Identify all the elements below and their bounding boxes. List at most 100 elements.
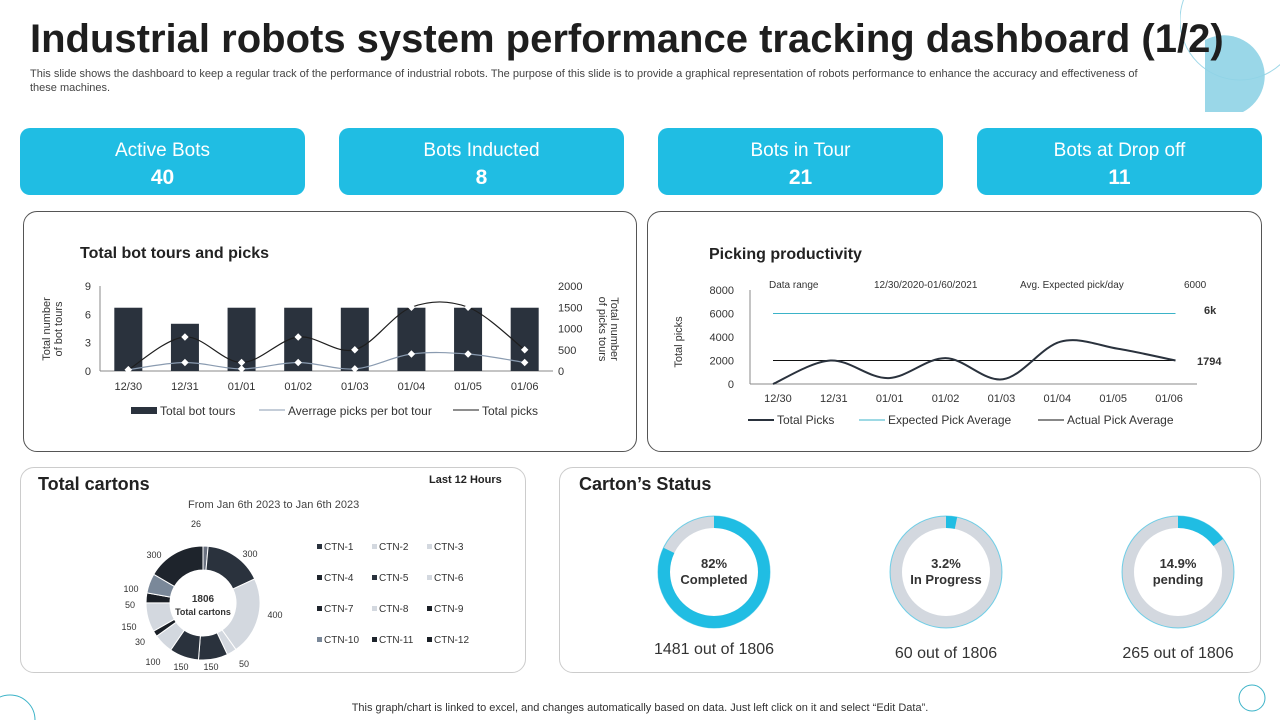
decorative-arc: [0, 694, 36, 720]
ring-percent: 14.9%: [1159, 556, 1197, 571]
y2-tick-label: 500: [558, 345, 576, 357]
slice-label: 150: [203, 662, 218, 672]
legend-swatch: [372, 575, 377, 580]
line-marker: [237, 365, 246, 373]
slice-label: 150: [121, 622, 136, 632]
line-avg-picks: [128, 351, 525, 371]
chart-title: Total bot tours and picks: [80, 245, 270, 262]
picking-panel: [647, 211, 1262, 452]
total-cartons-panel: [20, 467, 526, 673]
legend-label: CTN-12: [434, 635, 469, 646]
kpi-label: Active Bots: [114, 140, 211, 161]
ring-label: pending: [1152, 572, 1204, 587]
kpi-value: 21: [788, 166, 813, 189]
kpi-label: Bots in Tour: [750, 140, 851, 161]
x-tick-label: 01/02: [284, 381, 312, 393]
legend-label: CTN-6: [434, 573, 464, 584]
legend-label: CTN-3: [434, 542, 464, 553]
slice-label: 50: [239, 659, 249, 669]
footer-note: This graph/chart is linked to excel, and…: [351, 702, 929, 714]
x-tick-label: 01/05: [454, 381, 482, 393]
kpi-active-bots: Active Bots 40: [20, 128, 305, 195]
x-tick-label: 01/05: [1099, 393, 1127, 405]
legend-swatch: [427, 637, 432, 642]
legend-swatch: [317, 606, 322, 611]
picking-chart: 0 2000 4000 6000 8000 Total picks Data range 12…: [673, 280, 1222, 427]
x-tick-label: 12/30: [115, 381, 143, 393]
x-tick-label: 01/02: [932, 393, 960, 405]
ring-label: In Progress: [910, 572, 982, 587]
legend-label: CTN-8: [379, 604, 409, 615]
ring-caption: 60 out of 1806: [894, 645, 998, 662]
chart-title: Picking productivity: [709, 246, 862, 263]
legend-swatch: [372, 544, 377, 549]
x-tick-label: 12/31: [171, 381, 199, 393]
legend: Total bot tours Averrage picks per bot to…: [131, 404, 538, 418]
page-title: Industrial robots system performance tra…: [30, 17, 1224, 61]
kpi-bots-in-tour: Bots in Tour 21: [658, 128, 943, 195]
y-tick-label: 2000: [710, 356, 734, 368]
x-tick-label: 12/31: [820, 393, 848, 405]
y2-tick-label: 0: [558, 366, 564, 378]
line-marker: [520, 346, 529, 354]
legend-label: CTN-5: [379, 573, 409, 584]
kpi-label: Bots at Drop off: [1053, 140, 1186, 161]
line-marker: [294, 333, 302, 341]
bot-tours-chart: 0 3 6 9 0 500 1000 1500 2000 Total numberof bot t…: [41, 281, 620, 418]
data-range-value: 12/30/2020-01/60/2021: [874, 280, 978, 291]
donut-center-label: Total cartons: [175, 607, 231, 617]
bar-total-bot-tours: [114, 307, 143, 371]
kpi-label: Bots Inducted: [423, 140, 540, 161]
cartons-donut-chart: 263004005015015010030150501003001806Tota…: [121, 519, 469, 672]
y-tick-label: 8000: [710, 285, 734, 297]
legend-label: CTN-11: [379, 635, 414, 646]
carton-status-title: Carton’s Status: [579, 474, 712, 494]
legend-label: Expected Pick Average: [888, 413, 1012, 427]
slice-label: 400: [267, 610, 282, 620]
line-marker: [407, 303, 416, 311]
x-tick-label: 01/04: [398, 381, 426, 393]
slice-label: 100: [123, 584, 138, 594]
legend-swatch: [427, 606, 432, 611]
bar-total-bot-tours: [454, 307, 483, 371]
kpi-bots-at-drop-off: Bots at Drop off 11: [977, 128, 1262, 195]
y-axis-label: Total numberof bot tours: [41, 297, 65, 361]
ring-percent: 82%: [700, 556, 728, 571]
page-subtitle: This slide shows the dashboard to keep a…: [30, 68, 1138, 94]
y-tick-label: 0: [728, 379, 734, 391]
ring-caption: 265 out of 1806: [1122, 645, 1234, 662]
x-tick-label: 01/06: [1155, 393, 1183, 405]
cartons-subtitle: From Jan 6th 2023 to Jan 6th 2023: [188, 499, 360, 511]
decorative-circle: [1238, 684, 1266, 712]
slice-label: 26: [191, 519, 201, 529]
kpi-bots-inducted: Bots Inducted 8: [339, 128, 624, 195]
y-tick-label: 6: [85, 309, 91, 321]
y-tick-label: 4000: [710, 332, 734, 344]
line-marker: [407, 350, 416, 358]
chart-title: Total cartons: [38, 474, 150, 494]
donut-center-value: 1806: [192, 594, 215, 605]
status-ring: 14.9% pending 265 out of 1806: [1112, 514, 1244, 662]
bar-total-bot-tours: [340, 307, 369, 371]
bar-total-bot-tours: [397, 307, 426, 371]
y-tick-label: 6000: [710, 309, 734, 321]
legend-swatch: [131, 407, 157, 414]
x-tick-label: 01/03: [988, 393, 1016, 405]
y-axis-label: Total picks: [673, 316, 685, 368]
status-ring: 82% Completed 1481 out of 1806: [648, 514, 780, 658]
y2-tick-label: 1000: [558, 324, 582, 336]
kpi-value: 11: [1108, 166, 1131, 189]
legend-swatch: [427, 575, 432, 580]
x-tick-label: 01/01: [228, 381, 256, 393]
y-tick-label: 0: [85, 366, 91, 378]
line-marker: [520, 358, 529, 367]
legend-label: Total picks: [482, 404, 538, 418]
y2-tick-label: 2000: [558, 281, 582, 293]
x-tick-label: 01/03: [341, 381, 369, 393]
line-marker: [351, 346, 359, 354]
slice-label: 150: [173, 662, 188, 672]
legend-label: CTN-2: [379, 542, 409, 553]
legend-label: Total bot tours: [160, 404, 235, 418]
kpi-value: 40: [150, 166, 175, 189]
expected-pick-label: Avg. Expected pick/day: [1020, 280, 1124, 291]
